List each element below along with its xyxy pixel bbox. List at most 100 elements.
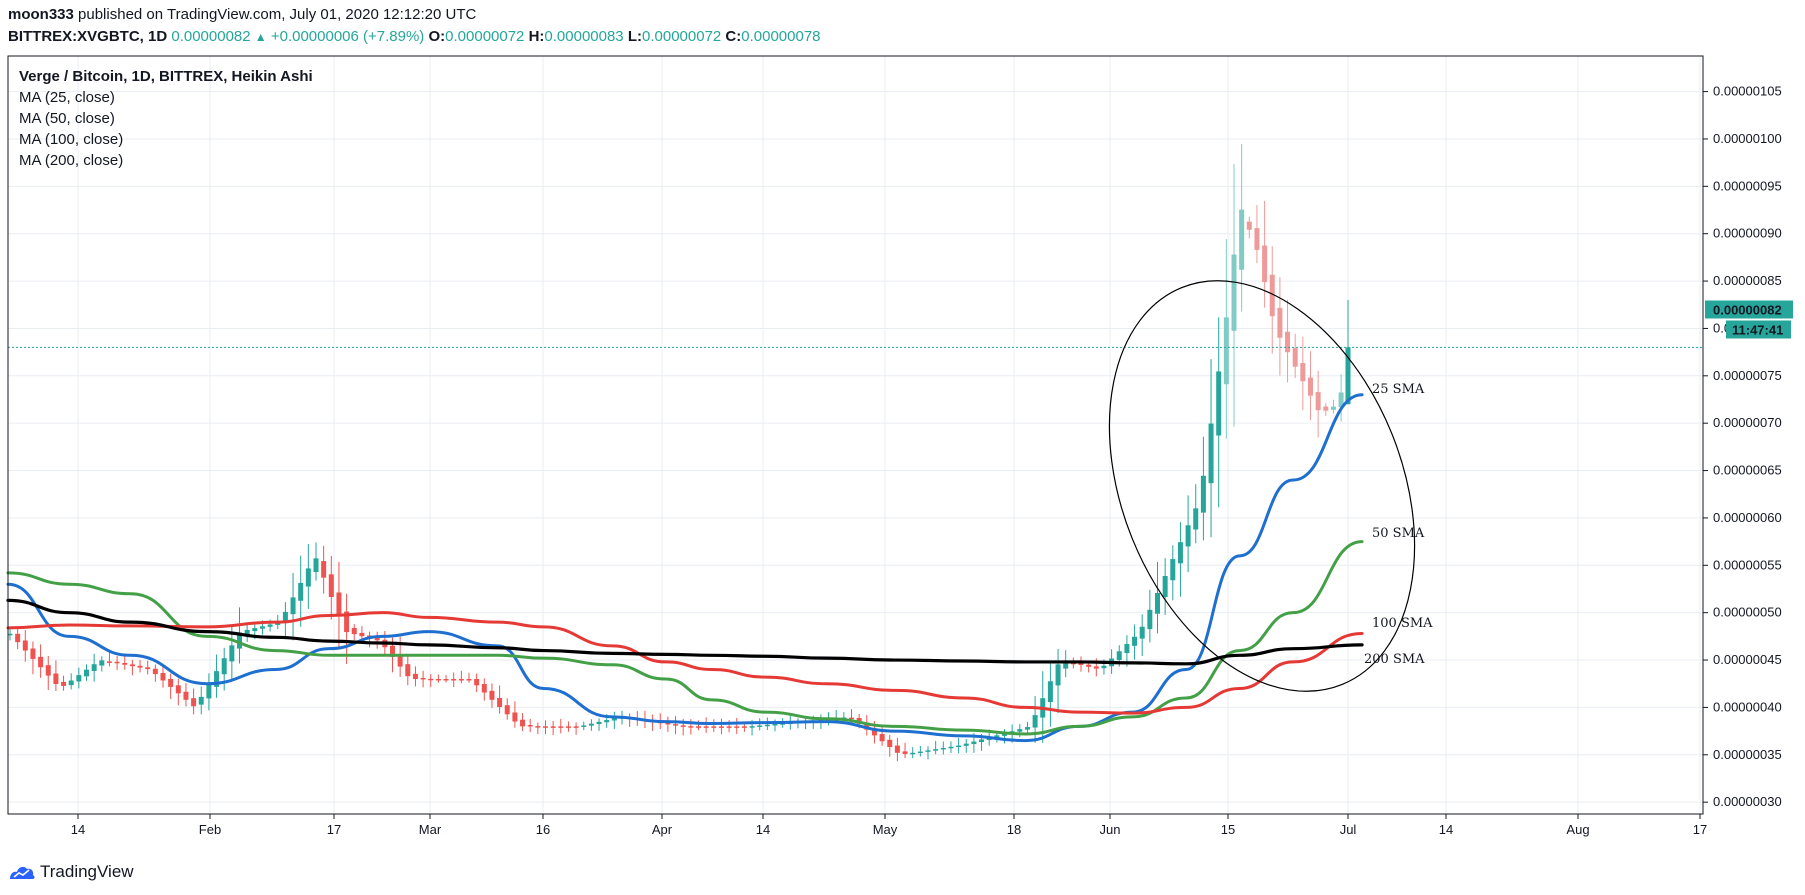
candle-body <box>543 726 548 728</box>
candle-body <box>30 648 36 659</box>
candle-body <box>1216 371 1222 436</box>
candle-body <box>696 726 701 728</box>
candle-body <box>298 582 304 601</box>
candle-body <box>328 574 334 598</box>
candle-body <box>175 685 181 694</box>
candle-body <box>1315 392 1321 411</box>
candle-body <box>221 658 227 675</box>
price-axis[interactable]: 0.00000105 0.00000100 0.00000095 0.00000090… <box>1703 84 1782 810</box>
candle-body <box>237 632 242 649</box>
candle-body <box>1231 254 1237 331</box>
candle-body <box>1200 475 1206 513</box>
candle-body <box>282 611 288 624</box>
last-price: 0.00000082 <box>171 28 251 45</box>
candle-body <box>137 665 143 668</box>
candle-body <box>443 678 449 681</box>
candle-body <box>91 664 97 671</box>
y-tick-label: 0.00000095 <box>1713 178 1782 193</box>
annotation-50-sma: 50 SMA <box>1372 526 1425 541</box>
open-value: 0.00000072 <box>445 28 525 45</box>
countdown-badge <box>1726 320 1791 339</box>
candle-body <box>168 678 174 687</box>
ma25-line <box>6 393 1364 743</box>
candle-body <box>535 726 541 728</box>
candle-body <box>84 669 89 677</box>
candle-body <box>420 677 426 680</box>
candle-body <box>313 558 319 573</box>
candle-body <box>504 705 510 715</box>
candle-body <box>1101 665 1107 669</box>
candle-body <box>1063 661 1069 669</box>
candle-body <box>558 726 564 728</box>
candle-body <box>611 718 617 721</box>
candle-body <box>1330 406 1336 410</box>
candle-body <box>1300 362 1306 382</box>
y-tick-label: 0.00000035 <box>1713 747 1782 762</box>
brand-name: TradingView <box>40 862 134 881</box>
y-tick-label: 0.00000085 <box>1713 273 1782 288</box>
chart-frame <box>7 55 1704 815</box>
candle-body <box>948 746 954 749</box>
candle-body <box>351 627 357 635</box>
candle-body <box>1055 664 1061 686</box>
candle-body <box>305 568 311 587</box>
candle-body <box>971 741 977 745</box>
legend-ma200[interactable]: MA (200, close) <box>19 152 123 169</box>
candle-body <box>1047 681 1053 703</box>
legend-ma100[interactable]: MA (100, close) <box>19 131 123 148</box>
candle-body <box>122 662 128 665</box>
moving-averages <box>6 393 1364 743</box>
price-label-badge <box>1705 300 1793 319</box>
candle-body <box>1246 221 1252 230</box>
tradingview-logo-icon <box>10 866 35 879</box>
close-value: 0.00000078 <box>741 28 821 45</box>
candle-body <box>321 561 327 578</box>
footer-brand[interactable]: TradingView <box>8 862 134 882</box>
published-text: published on TradingView.com, July 01, 2… <box>78 6 477 23</box>
candle-body <box>53 673 59 684</box>
candle-body <box>45 665 51 676</box>
legend-ma25[interactable]: MA (25, close) <box>19 89 115 106</box>
candle-body <box>275 622 281 625</box>
high-value: 0.00000083 <box>544 28 624 45</box>
candle-body <box>1002 733 1007 736</box>
candle-body <box>596 721 602 725</box>
candle-body <box>550 726 556 728</box>
low-label: L: <box>627 28 642 45</box>
y-tick-label: 0.00000050 <box>1713 605 1782 620</box>
y-tick-label: 0.00000090 <box>1713 226 1782 241</box>
candle-body <box>1285 331 1291 353</box>
up-arrow-icon: ▲ <box>254 30 267 44</box>
candle-body <box>703 726 709 728</box>
time-axis[interactable]: 14 Feb 17 Mar 16 Apr 14 May 18 Jun 15 Jul 14 Aug 17 <box>71 814 1707 837</box>
x-tick-label: Aug <box>1566 822 1589 837</box>
author-name[interactable]: moon333 <box>8 6 74 23</box>
ma50-line <box>6 540 1364 736</box>
candle-body <box>1147 609 1153 630</box>
candle-body <box>1262 245 1268 283</box>
candle-body <box>252 628 258 632</box>
candle-body <box>481 684 487 693</box>
candle-body <box>1193 508 1199 530</box>
candle-body <box>726 726 732 728</box>
candle-body <box>1292 348 1298 367</box>
candle-body <box>229 645 235 662</box>
candle-body <box>1086 664 1092 667</box>
candle-body <box>336 592 342 617</box>
candle-body <box>390 645 395 657</box>
price-label: 0.00000082 <box>1713 302 1782 317</box>
x-tick-label: Jul <box>1340 822 1357 837</box>
high-label: H: <box>528 28 545 45</box>
candle-body <box>1345 347 1351 405</box>
candle-body <box>1323 406 1329 411</box>
candle-body <box>864 722 870 730</box>
candle-body <box>152 668 158 675</box>
y-tick-label: 0.00000100 <box>1713 131 1782 146</box>
candle-body <box>267 624 273 627</box>
candle-body <box>940 747 946 750</box>
legend-ma50[interactable]: MA (50, close) <box>19 110 115 127</box>
x-tick-label: 17 <box>1693 822 1707 837</box>
candle-body <box>244 629 250 636</box>
x-tick-label: Feb <box>199 822 221 837</box>
